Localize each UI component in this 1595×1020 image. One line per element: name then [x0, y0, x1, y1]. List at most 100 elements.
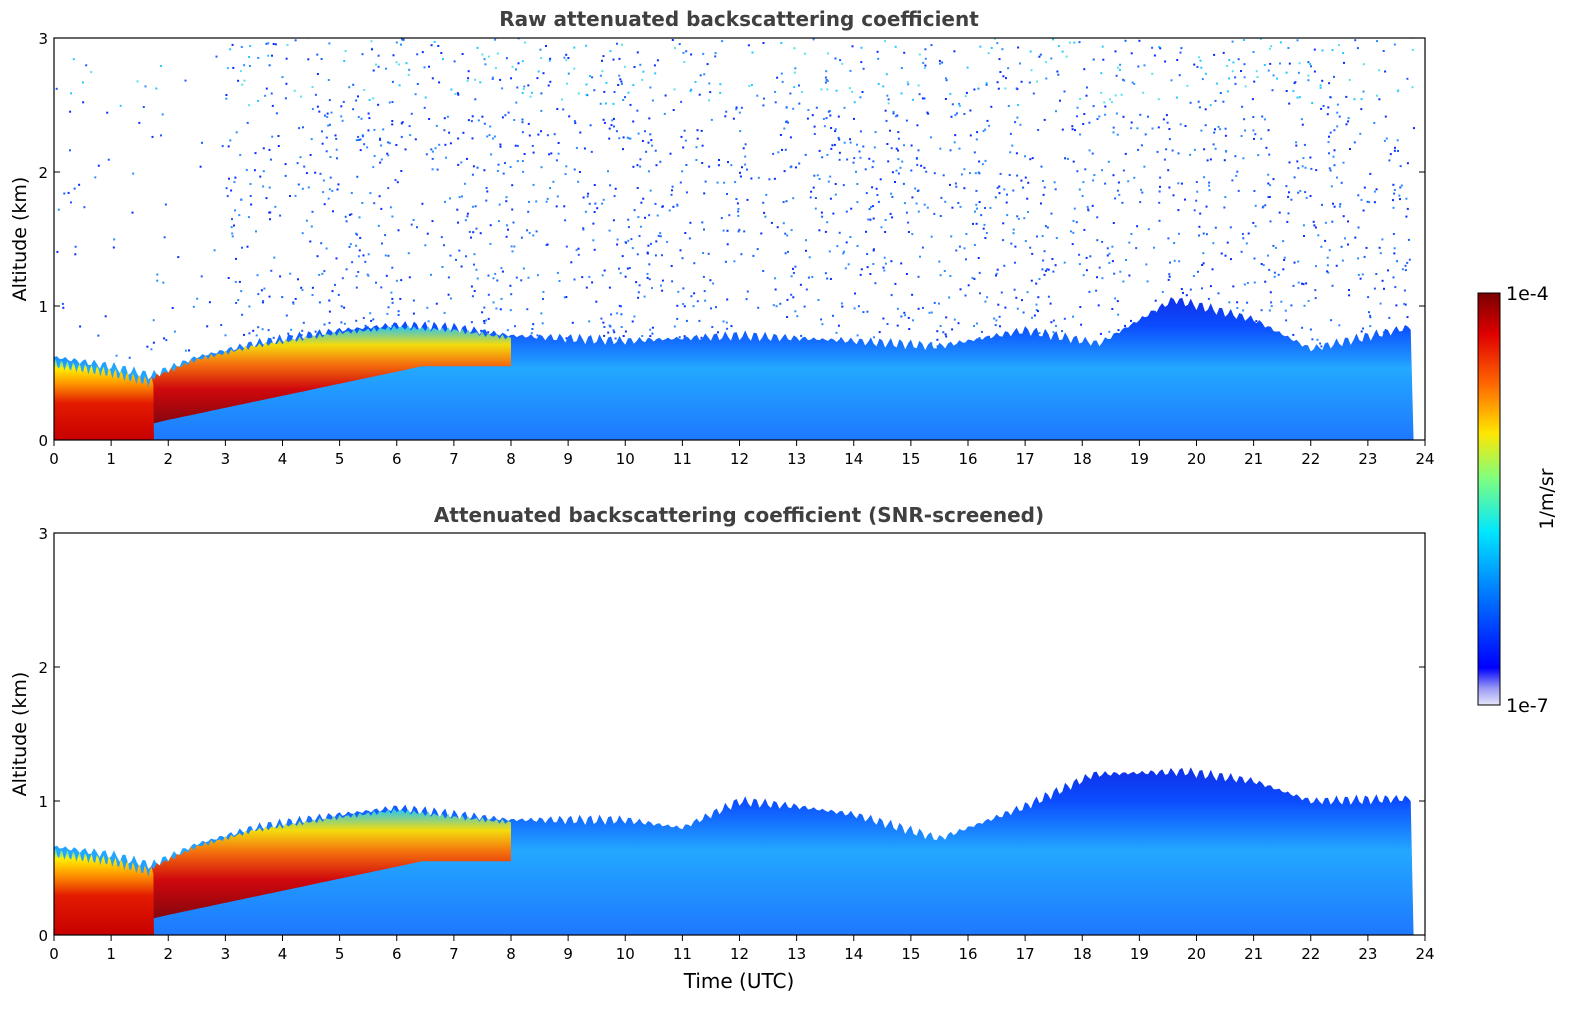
noise-pixel — [386, 312, 389, 315]
noise-pixel — [963, 113, 966, 115]
noise-pixel — [1050, 212, 1053, 215]
noise-pixel — [314, 171, 317, 174]
noise-pixel — [1071, 243, 1074, 246]
noise-pixel — [1393, 149, 1396, 152]
noise-pixel — [762, 104, 765, 107]
noise-pixel — [1401, 268, 1404, 271]
noise-pixel — [323, 270, 326, 273]
noise-pixel — [1065, 55, 1068, 58]
noise-pixel — [1016, 215, 1019, 218]
noise-pixel — [370, 319, 373, 322]
noise-pixel — [633, 315, 636, 318]
noise-pixel — [246, 121, 249, 124]
noise-pixel — [685, 164, 688, 166]
noise-pixel — [978, 271, 981, 274]
noise-pixel — [314, 93, 317, 96]
noise-pixel — [829, 175, 832, 178]
noise-pixel — [820, 211, 823, 214]
noise-pixel — [1023, 217, 1026, 220]
noise-pixel — [1269, 62, 1272, 65]
noise-pixel — [492, 301, 495, 304]
noise-pixel — [237, 299, 240, 301]
noise-pixel — [661, 289, 664, 292]
noise-pixel — [822, 118, 825, 120]
noise-pixel — [1142, 91, 1145, 94]
noise-pixel — [1029, 50, 1032, 53]
noise-pixel — [1111, 260, 1114, 263]
screened-backscatter-panel: Attenuated backscattering coefficient (S… — [9, 503, 1435, 993]
noise-pixel — [501, 87, 504, 90]
noise-pixel — [1147, 228, 1150, 231]
noise-pixel — [862, 145, 865, 148]
noise-pixel — [284, 174, 287, 177]
noise-pixel — [602, 55, 605, 58]
noise-pixel — [903, 311, 906, 314]
noise-pixel — [619, 78, 622, 81]
noise-pixel — [711, 326, 714, 328]
noise-pixel — [867, 218, 870, 221]
noise-pixel — [825, 117, 828, 120]
noise-pixel — [531, 144, 534, 147]
noise-pixel — [471, 173, 474, 176]
noise-pixel — [978, 201, 981, 203]
noise-pixel — [884, 40, 886, 43]
noise-pixel — [1168, 275, 1171, 278]
noise-pixel — [602, 118, 605, 121]
noise-pixel — [1130, 52, 1133, 55]
noise-pixel — [1285, 319, 1288, 322]
noise-pixel — [493, 135, 496, 138]
noise-pixel — [676, 204, 679, 207]
noise-pixel — [774, 101, 777, 104]
noise-pixel — [951, 103, 954, 106]
noise-pixel — [146, 345, 149, 348]
noise-pixel — [930, 136, 932, 139]
noise-pixel — [1051, 258, 1054, 260]
noise-pixel — [305, 172, 308, 175]
noise-pixel — [849, 236, 852, 238]
noise-pixel — [856, 143, 858, 146]
noise-pixel — [416, 53, 419, 56]
noise-pixel — [1404, 269, 1407, 272]
noise-pixel — [565, 337, 568, 340]
noise-pixel — [1290, 198, 1293, 201]
noise-pixel — [999, 71, 1002, 73]
noise-pixel — [664, 94, 667, 97]
noise-pixel — [56, 250, 59, 253]
noise-pixel — [386, 152, 389, 155]
noise-pixel — [670, 193, 673, 196]
noise-pixel — [860, 268, 863, 271]
noise-pixel — [792, 296, 795, 299]
noise-pixel — [1178, 74, 1181, 77]
noise-pixel — [444, 143, 447, 146]
noise-pixel — [335, 148, 338, 151]
noise-pixel — [177, 256, 180, 259]
noise-pixel — [801, 91, 803, 93]
noise-pixel — [1136, 127, 1139, 130]
noise-pixel — [582, 227, 585, 230]
noise-pixel — [741, 166, 743, 169]
noise-pixel — [610, 313, 613, 316]
noise-pixel — [1081, 195, 1084, 197]
noise-pixel — [1044, 225, 1047, 228]
noise-pixel — [1198, 234, 1201, 237]
noise-pixel — [722, 229, 725, 232]
noise-pixel — [241, 313, 244, 316]
noise-pixel — [1293, 176, 1296, 179]
noise-pixel — [812, 38, 815, 41]
noise-pixel — [1273, 271, 1276, 274]
noise-pixel — [622, 136, 625, 139]
noise-pixel — [82, 101, 85, 104]
noise-pixel — [364, 21, 366, 23]
noise-pixel — [302, 321, 305, 324]
noise-pixel — [823, 125, 826, 128]
noise-pixel — [262, 300, 265, 303]
noise-pixel — [939, 215, 942, 217]
noise-pixel — [506, 224, 508, 227]
noise-pixel — [1295, 141, 1298, 144]
noise-pixel — [1294, 81, 1297, 83]
noise-pixel — [294, 194, 297, 197]
noise-pixel — [930, 44, 933, 47]
noise-pixel — [677, 290, 680, 293]
noise-pixel — [97, 334, 100, 337]
noise-pixel — [1130, 233, 1133, 235]
